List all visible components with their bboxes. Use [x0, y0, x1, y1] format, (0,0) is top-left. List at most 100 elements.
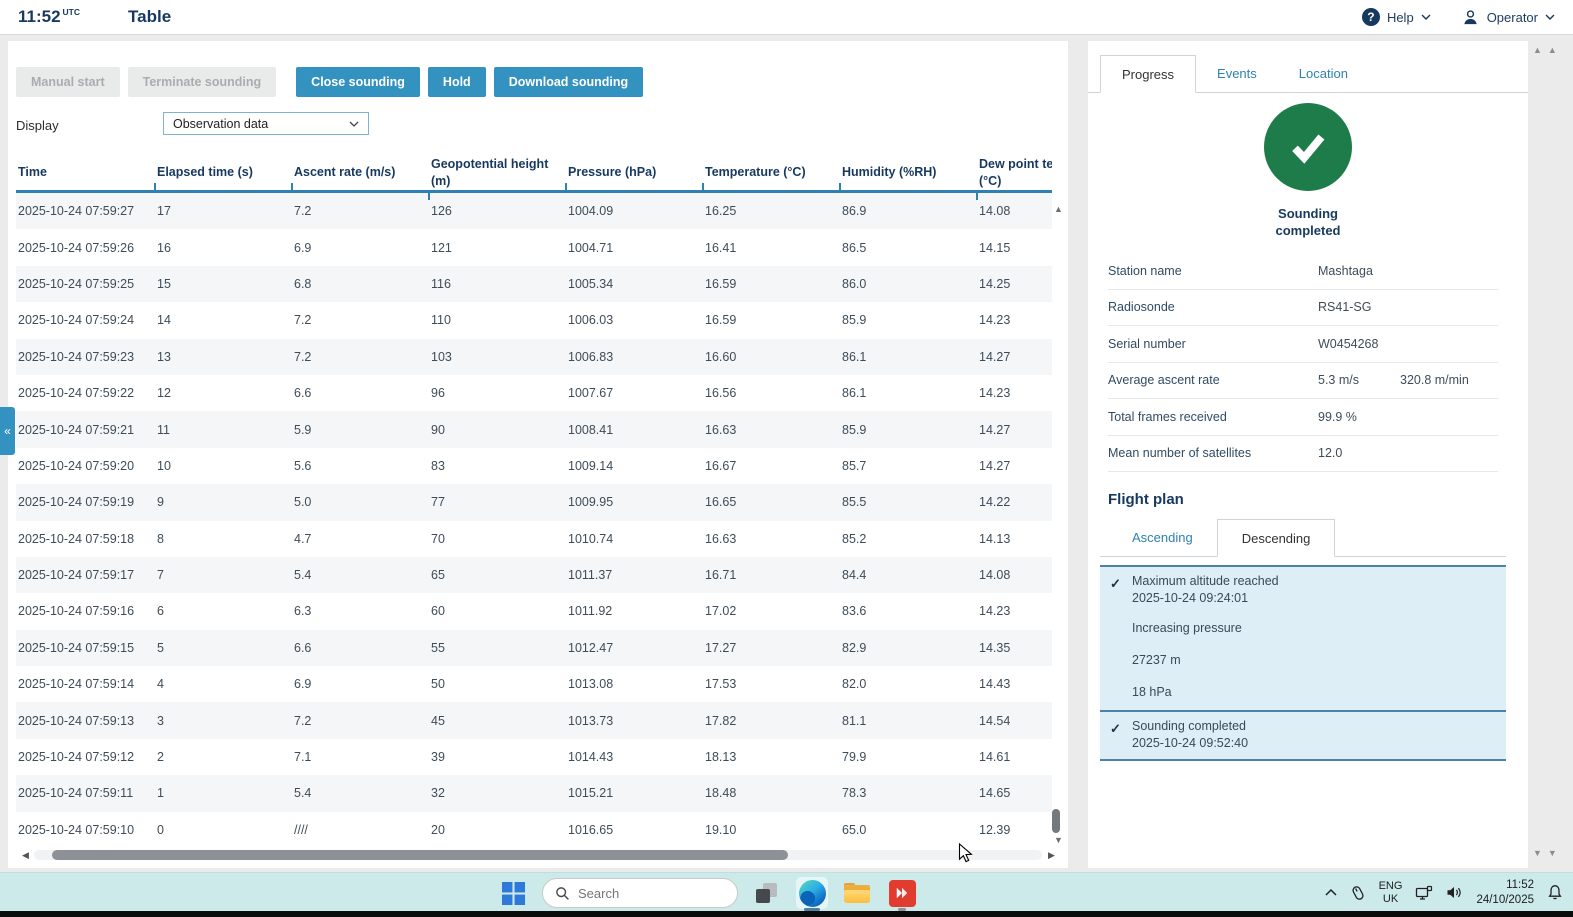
- network-display-icon[interactable]: [1415, 885, 1433, 901]
- cell-3: 103: [431, 349, 452, 364]
- display-select[interactable]: Observation data: [163, 112, 369, 135]
- cell-1: 14: [157, 313, 171, 328]
- table-row: 2025-10-24 07:59:26 16 6.9 121 1004.71 16.4…: [16, 229, 1052, 265]
- cell-2: 7.2: [294, 204, 312, 219]
- cell-4: 1005.34: [568, 276, 614, 291]
- cell-0: 2025-10-24 07:59:21: [18, 422, 135, 437]
- tray-device-icon[interactable]: [1350, 885, 1366, 901]
- task-view-button[interactable]: [751, 877, 783, 909]
- table-scroll-right-icon[interactable]: ▶: [1048, 850, 1055, 860]
- panel-scroll-down-icons[interactable]: ▼▼: [1533, 848, 1563, 858]
- operator-label: Operator: [1486, 9, 1538, 25]
- tray-clock[interactable]: 11:52 24/10/2025: [1476, 878, 1534, 906]
- detail-value: W0454268: [1318, 336, 1379, 351]
- cell-7: 14.27: [979, 422, 1011, 437]
- cell-5: 16.71: [705, 568, 737, 583]
- observation-table: Time Elapsed time (s) Ascent rate (m/s) Geo…: [16, 155, 1052, 853]
- taskbar-search[interactable]: [542, 878, 738, 908]
- cell-3: 32: [431, 786, 445, 801]
- cell-4: 1007.67: [568, 386, 614, 401]
- volume-icon[interactable]: [1446, 885, 1463, 900]
- close-sounding-button[interactable]: Close sounding: [296, 67, 420, 97]
- language-indicator[interactable]: ENG UK: [1378, 879, 1403, 905]
- cell-0: 2025-10-24 07:59:10: [18, 822, 135, 837]
- cell-7: 14.35: [979, 640, 1011, 655]
- operator-menu[interactable]: Operator: [1461, 8, 1555, 27]
- cell-6: 86.0: [842, 276, 867, 291]
- app-header: 11:52 UTC Table ? Help Operator: [0, 0, 1573, 35]
- tab-location[interactable]: Location: [1298, 66, 1348, 81]
- detail-label: Station name: [1108, 263, 1182, 278]
- sounding-app-button[interactable]: [886, 877, 918, 911]
- cell-0: 2025-10-24 07:59:15: [18, 640, 135, 655]
- cell-0: 2025-10-24 07:59:27: [18, 204, 135, 219]
- cell-5: 17.27: [705, 640, 737, 655]
- hold-button[interactable]: Hold: [427, 67, 486, 97]
- download-sounding-button[interactable]: Download sounding: [493, 67, 644, 97]
- cell-3: 50: [431, 677, 445, 692]
- cell-6: 85.5: [842, 495, 867, 510]
- table-row: 2025-10-24 07:59:21 11 5.9 90 1008.41 16.63…: [16, 411, 1052, 448]
- table-scroll-left-icon[interactable]: ◀: [22, 850, 29, 860]
- table-horizontal-scrollbar-thumb[interactable]: [52, 850, 788, 860]
- chevron-down-icon: [1545, 14, 1555, 20]
- task-view-icon: [755, 881, 779, 905]
- cell-0: 2025-10-24 07:59:26: [18, 240, 135, 255]
- edge-browser-button[interactable]: [796, 877, 828, 911]
- table-vertical-scrollbar-thumb[interactable]: [1052, 809, 1060, 833]
- tab-progress[interactable]: Progress: [1100, 55, 1197, 93]
- help-label: Help: [1386, 9, 1414, 25]
- help-menu[interactable]: ? Help: [1361, 8, 1431, 26]
- search-input[interactable]: [578, 885, 718, 901]
- file-explorer-button[interactable]: [841, 877, 873, 909]
- detail-row: Serial number W0454268: [1108, 326, 1498, 363]
- table-row: 2025-10-24 07:59:24 14 7.2 110 1006.03 16.5…: [16, 302, 1052, 338]
- column-header-0: Time: [18, 165, 47, 180]
- table-scroll-up-icon[interactable]: ▲: [1054, 204, 1063, 214]
- check-icon: ✓: [1110, 576, 1121, 591]
- cell-2: 6.3: [294, 604, 312, 619]
- cell-6: 86.5: [842, 240, 867, 255]
- table-scroll-down-icon[interactable]: ▼: [1054, 835, 1063, 845]
- cell-7: 14.15: [979, 240, 1011, 255]
- cell-4: 1013.08: [568, 677, 614, 692]
- detail-label: Average ascent rate: [1108, 373, 1220, 388]
- cell-4: 1012.47: [568, 640, 614, 655]
- cell-4: 1014.43: [568, 750, 614, 765]
- table-row: 2025-10-24 07:59:19 9 5.0 77 1009.95 16.65 …: [16, 484, 1052, 521]
- table-row: 2025-10-24 07:59:27 17 7.2 126 1004.09 16.2…: [16, 193, 1052, 230]
- cell-5: 16.25: [705, 204, 737, 219]
- flight-tab-descending[interactable]: Descending: [1216, 519, 1336, 557]
- cell-0: 2025-10-24 07:59:16: [18, 604, 135, 619]
- cell-7: 14.23: [979, 313, 1011, 328]
- panel-scroll-up-icons[interactable]: ▲▲: [1533, 45, 1563, 55]
- main-content: Manual start Terminate sounding Close soun…: [8, 41, 1068, 868]
- user-icon: [1464, 9, 1477, 24]
- table-row: 2025-10-24 07:59:14 4 6.9 50 1013.08 17.53 …: [16, 666, 1052, 702]
- collapse-panel-handle[interactable]: «: [0, 407, 15, 455]
- tab-events[interactable]: Events: [1217, 66, 1257, 81]
- table-row: 2025-10-24 07:59:13 3 7.2 45 1013.73 17.82 …: [16, 702, 1052, 739]
- detail-value: 99.9 %: [1318, 409, 1357, 424]
- flight-event: ✓ Maximum altitude reached 2025-10-24 09…: [1100, 567, 1506, 614]
- table-row: 2025-10-24 07:59:23 13 7.2 103 1006.83 16.6…: [16, 338, 1052, 375]
- detail-row: Radiosonde RS41-SG: [1108, 290, 1498, 326]
- start-button[interactable]: [497, 877, 529, 909]
- folder-icon: [844, 882, 870, 904]
- detail-row: Average ascent rate 5.3 m/s 320.8 m/min: [1108, 363, 1498, 399]
- windows-logo-icon: [501, 881, 525, 905]
- cell-7: 14.65: [979, 786, 1011, 801]
- tray-chevron-up-icon[interactable]: [1325, 889, 1337, 896]
- flight-tab-ascending[interactable]: Ascending: [1132, 530, 1193, 545]
- cell-5: 16.59: [705, 313, 737, 328]
- cell-2: 5.6: [294, 458, 312, 473]
- cell-7: 14.25: [979, 276, 1011, 291]
- notifications-bell-icon[interactable]: [1547, 884, 1563, 901]
- cell-0: 2025-10-24 07:59:20: [18, 458, 135, 473]
- cell-0: 2025-10-24 07:59:12: [18, 750, 135, 765]
- cell-3: 77: [431, 495, 445, 510]
- detail-label: Radiosonde: [1108, 300, 1175, 315]
- column-header-3: Geopotential height (m): [428, 156, 566, 200]
- cell-4: 1004.71: [568, 240, 614, 255]
- flight-event-timestamp: 2025-10-24 09:24:01: [1132, 590, 1249, 605]
